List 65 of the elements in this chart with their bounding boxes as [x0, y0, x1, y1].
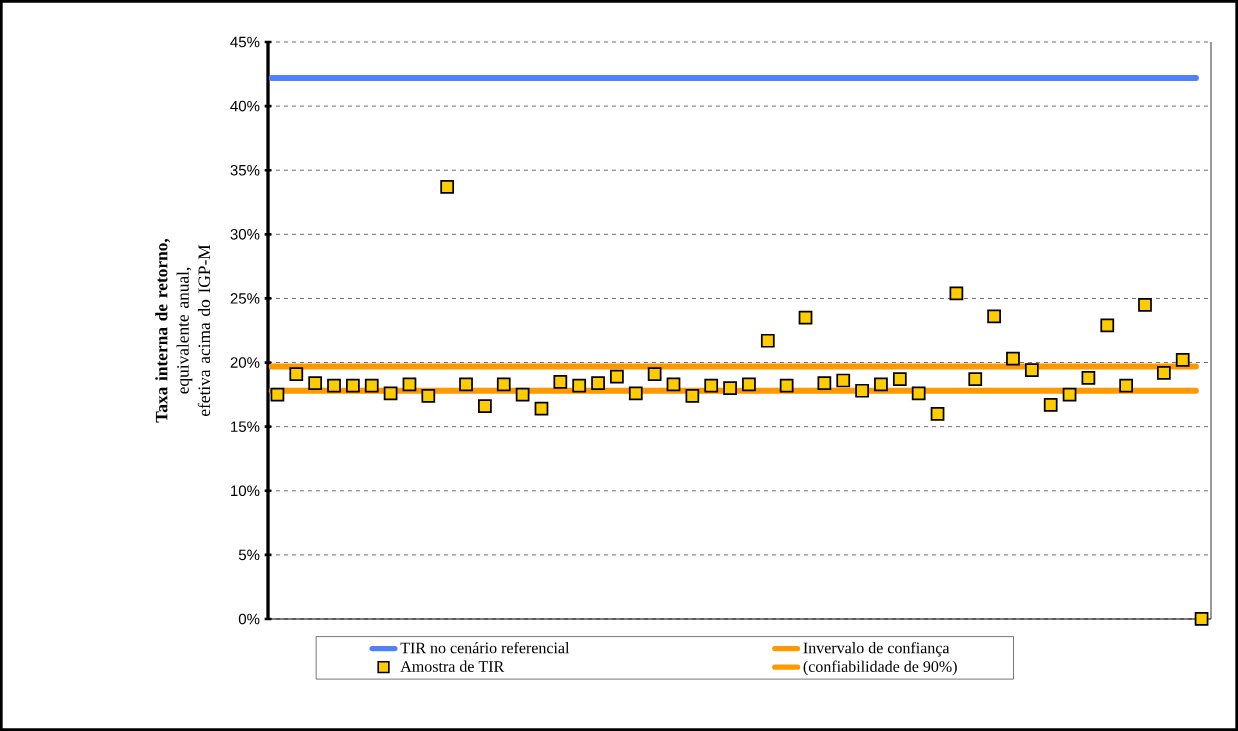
point: [874, 377, 888, 392]
y-tick-label: 0%: [238, 613, 260, 625]
point: [628, 386, 643, 401]
y-tick-label: 10%: [231, 485, 260, 497]
point: [647, 367, 662, 381]
point: [968, 372, 983, 387]
point: [459, 377, 473, 392]
point: [553, 374, 568, 389]
point: [779, 378, 794, 393]
point: [723, 381, 737, 396]
point: [364, 378, 379, 393]
point: [383, 386, 398, 401]
point: [308, 376, 323, 390]
point: [1062, 387, 1077, 402]
legend-label: (confiabilidade de 90%): [803, 660, 957, 676]
point: [798, 310, 813, 325]
point: [1024, 363, 1039, 378]
point: [760, 333, 775, 348]
y-tick-label: 30%: [230, 229, 260, 240]
point: [534, 401, 549, 416]
point: [591, 376, 605, 390]
y-tick-label: 35%: [230, 164, 260, 176]
y-axis-title: Taxa interna de retorno, equivalente anual, efetiva acima do IGP-M: [155, 238, 211, 423]
point: [1119, 378, 1133, 393]
point: [1100, 318, 1115, 333]
y-tick-label: 40%: [230, 100, 260, 112]
point: [855, 383, 869, 398]
point: [1175, 353, 1190, 367]
point: [742, 377, 756, 392]
y-tick-label: 45%: [230, 36, 260, 48]
y-tick-label: 25%: [230, 293, 260, 304]
y-tick-label: 20%: [230, 357, 260, 368]
point: [704, 378, 719, 393]
point: [421, 389, 436, 403]
point: [666, 377, 681, 392]
point: [440, 180, 455, 194]
point: [289, 367, 304, 381]
point: [911, 386, 926, 401]
point: [930, 406, 945, 421]
point: [817, 376, 832, 390]
point: [1081, 371, 1096, 385]
point: [1138, 297, 1152, 312]
legend-label: Invervalo de confiança: [803, 641, 950, 657]
point: [327, 378, 341, 393]
point: [1006, 351, 1020, 366]
point: [987, 309, 1001, 324]
point: [346, 378, 360, 393]
point: [1194, 612, 1209, 626]
point: [478, 399, 492, 414]
point: [1156, 365, 1171, 380]
point: [610, 369, 624, 384]
y-tick-label: 15%: [231, 421, 260, 432]
point: [572, 378, 587, 393]
point: [892, 372, 907, 387]
point: [270, 387, 285, 402]
point: [836, 373, 851, 388]
point: [515, 387, 530, 402]
point: [402, 377, 417, 392]
point: [496, 377, 511, 392]
point: [1043, 397, 1058, 412]
point: [685, 389, 700, 403]
y-tick-label: 5%: [238, 549, 260, 561]
point: [949, 286, 964, 301]
legend-label: TIR no cenário referencial: [400, 641, 570, 654]
legend-label: Amostra de TIR: [400, 660, 505, 672]
